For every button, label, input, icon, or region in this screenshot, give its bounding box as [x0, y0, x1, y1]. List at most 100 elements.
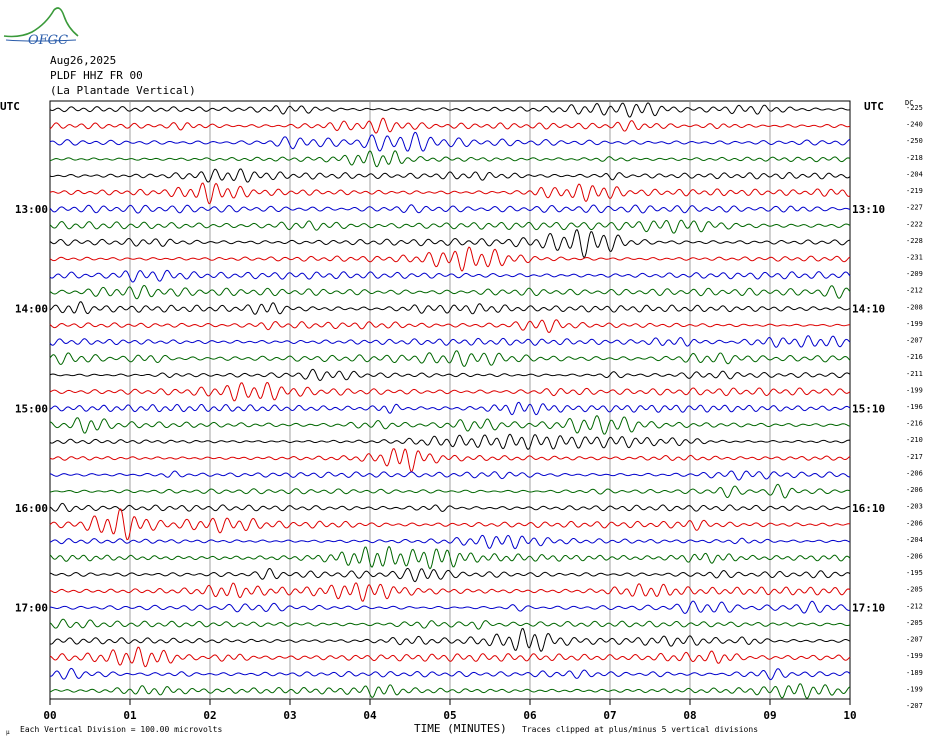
- left-time-label: 15:00: [15, 402, 48, 415]
- trace-line: [49, 567, 851, 583]
- left-time-label: 14:00: [15, 303, 48, 316]
- dc-offset-label: -199: [906, 386, 923, 394]
- trace-line: [49, 368, 851, 382]
- dc-offset-label: -199: [906, 685, 923, 693]
- logo-text: OFGC: [28, 33, 68, 46]
- trace-line: [49, 269, 851, 283]
- dc-offset-label: -199: [906, 320, 923, 328]
- dc-offset-label: -206: [906, 553, 923, 561]
- dc-offset-label: -199: [906, 652, 923, 660]
- dc-offset-label: -206: [906, 469, 923, 477]
- dc-offset-label: -240: [906, 121, 923, 129]
- trace-line: [49, 483, 851, 499]
- trace-line: [49, 117, 851, 134]
- trace-line: [49, 401, 851, 416]
- footer-corner-mark: µ: [6, 729, 10, 736]
- ofgc-logo: OFGC: [3, 7, 79, 46]
- x-tick-label: 09: [763, 709, 776, 722]
- right-time-label: 14:10: [852, 303, 885, 316]
- right-time-label: 16:10: [852, 502, 885, 515]
- right-time-label: 17:10: [852, 602, 885, 615]
- trace-line: [49, 301, 851, 315]
- dc-label: DC: [905, 99, 913, 107]
- x-axis-title: TIME (MINUTES): [414, 722, 507, 735]
- dc-offset-label: -250: [906, 137, 923, 145]
- trace-line: [49, 683, 851, 700]
- trace-line: [49, 470, 851, 481]
- trace-line: [49, 168, 851, 183]
- trace-line: [49, 582, 851, 602]
- dc-offset-label: -205: [906, 586, 923, 594]
- trace-line: [49, 627, 851, 652]
- trace-line: [49, 646, 851, 668]
- dc-offset-label: -212: [906, 287, 923, 295]
- logo-baseline-icon: [5, 39, 77, 42]
- footer-clip-note: Traces clipped at plus/minus 5 vertical …: [522, 725, 759, 734]
- trace-line: [49, 182, 851, 205]
- dc-offset-label: -231: [906, 254, 923, 262]
- dc-offset-label: -208: [906, 303, 923, 311]
- trace-line: [49, 131, 851, 152]
- x-tick-label: 08: [683, 709, 696, 722]
- dc-offset-label: -204: [906, 536, 923, 544]
- trace-line: [49, 534, 851, 550]
- dc-offset-label: -227: [906, 204, 923, 212]
- trace-line: [49, 667, 851, 681]
- trace-line: [49, 204, 851, 214]
- x-tick-label: 07: [603, 709, 616, 722]
- trace-line: [49, 381, 851, 402]
- dc-offset-label: -195: [906, 569, 923, 577]
- right-time-label: 13:10: [852, 203, 885, 216]
- dc-offset-label: -212: [906, 602, 923, 610]
- x-tick-label: 03: [283, 709, 296, 722]
- dc-offset-label: -211: [906, 370, 923, 378]
- trace-line: [49, 319, 851, 334]
- dc-offset-label: -228: [906, 237, 923, 245]
- trace-line: [49, 246, 851, 272]
- trace-line: [49, 415, 851, 435]
- dc-offset-label: -218: [906, 154, 923, 162]
- dc-offset-label: -219: [906, 187, 923, 195]
- trace-line: [49, 618, 851, 630]
- x-tick-label: 04: [363, 709, 377, 722]
- trace-line: [49, 219, 851, 234]
- x-tick-label: 00: [43, 709, 56, 722]
- dc-offset-label: -206: [906, 486, 923, 494]
- left-time-label: 13:00: [15, 203, 48, 216]
- dc-offset-label: -216: [906, 353, 923, 361]
- trace-line: [49, 335, 851, 348]
- trace-line: [49, 508, 851, 541]
- trace-line: [49, 545, 851, 570]
- dc-offset-label: -204: [906, 170, 923, 178]
- dc-offset-label: -225: [906, 104, 923, 112]
- dc-offset-label: -217: [906, 453, 923, 461]
- header-date: Aug26,2025: [50, 54, 117, 67]
- dc-offset-label: -205: [906, 619, 923, 627]
- trace-line: [49, 150, 851, 168]
- x-tick-label: 05: [443, 709, 456, 722]
- dc-offset-label: -207: [906, 337, 923, 345]
- x-tick-label: 10: [843, 709, 856, 722]
- trace-line: [49, 228, 851, 259]
- trace-line: [49, 102, 851, 118]
- right-axis-label: UTC: [864, 100, 884, 113]
- left-time-label: 16:00: [15, 502, 48, 515]
- trace-line: [49, 502, 851, 513]
- dc-offset-label: -216: [906, 420, 923, 428]
- dc-offset-label: -203: [906, 503, 923, 511]
- right-time-label: 15:10: [852, 402, 885, 415]
- trace-line: [49, 600, 851, 615]
- trace-line: [49, 284, 851, 300]
- header-station: PLDF HHZ FR 00: [50, 69, 143, 82]
- dc-offset-label: -189: [906, 669, 923, 677]
- dc-offset-label: -206: [906, 519, 923, 527]
- x-tick-label: 02: [203, 709, 216, 722]
- dc-offset-label: -196: [906, 403, 923, 411]
- trace-line: [49, 433, 851, 451]
- footer-scale-note: Each Vertical Division = 100.00 microvol…: [20, 725, 223, 734]
- left-time-label: 17:00: [15, 602, 48, 615]
- x-tick-label: 06: [523, 709, 537, 722]
- header-location: (La Plantade Vertical): [50, 84, 196, 97]
- trace-line: [49, 350, 851, 368]
